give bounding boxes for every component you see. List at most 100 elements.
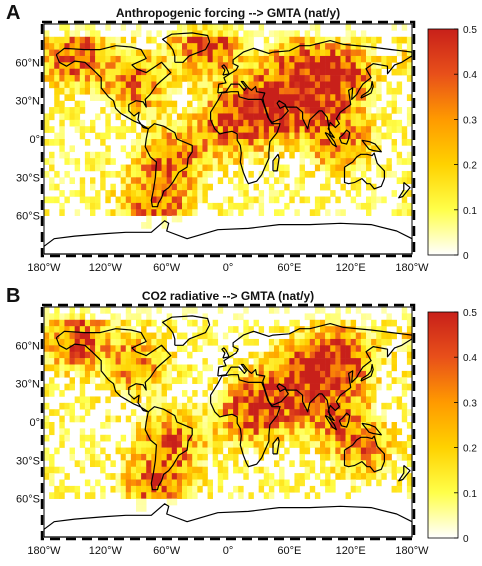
heatmap-cell — [396, 428, 403, 436]
heatmap-cell — [294, 107, 300, 114]
heatmap-cell — [217, 447, 224, 455]
heatmap-cell — [309, 132, 316, 140]
heatmap-cell — [74, 87, 81, 95]
heatmap-cell — [64, 485, 70, 493]
heatmap-cell — [406, 345, 413, 353]
heatmap-cell — [207, 132, 213, 140]
heatmap-cell — [192, 113, 198, 121]
heatmap-cell — [166, 81, 173, 89]
heatmap-cell — [396, 158, 403, 165]
heatmap-cell — [320, 126, 326, 133]
heatmap-cell — [217, 479, 224, 487]
heatmap-cell — [396, 466, 403, 474]
heatmap-cell — [125, 177, 132, 185]
heatmap-cell — [222, 428, 229, 436]
heatmap-cell — [202, 100, 208, 108]
heatmap-cell — [115, 383, 121, 391]
heatmap-cell — [176, 177, 183, 185]
heatmap-cell — [294, 190, 300, 197]
heatmap-cell — [335, 377, 341, 384]
heatmap-cell — [115, 113, 121, 121]
heatmap-cell — [304, 68, 311, 76]
heatmap-cell — [279, 107, 285, 114]
heatmap-cell — [49, 107, 55, 114]
heatmap-cell — [141, 505, 147, 512]
heatmap-cell — [182, 332, 188, 340]
heatmap-cell — [151, 409, 157, 416]
heatmap-cell — [69, 68, 75, 76]
heatmap-cell — [161, 466, 167, 474]
heatmap-cell — [248, 422, 254, 429]
heatmap-cell — [59, 81, 65, 89]
heatmap-cell — [120, 402, 127, 410]
heatmap-cell — [90, 202, 96, 210]
heatmap-cell — [258, 30, 265, 38]
heatmap-cell — [141, 222, 147, 229]
heatmap-cell — [340, 345, 346, 353]
heatmap-cell — [304, 466, 311, 474]
heatmap-cell — [64, 49, 70, 57]
heatmap-cell — [222, 55, 229, 63]
heatmap-cell — [222, 466, 229, 474]
heatmap-cell — [253, 113, 259, 121]
heatmap-cell — [233, 68, 239, 76]
heatmap-cell — [360, 313, 367, 321]
heatmap-cell — [156, 307, 162, 314]
heatmap-cell — [212, 55, 219, 63]
x-tick-label: 60°W — [153, 262, 181, 274]
heatmap-cell — [360, 364, 367, 372]
heatmap-cell — [340, 358, 346, 365]
heatmap-cell — [371, 396, 377, 404]
heatmap-cell — [263, 422, 270, 429]
heatmap-cell — [100, 151, 106, 159]
heatmap-cell — [125, 94, 132, 101]
heatmap-cell — [202, 332, 208, 340]
heatmap-cell — [146, 209, 152, 216]
heatmap-cells — [44, 307, 413, 512]
heatmap-cell — [151, 319, 157, 327]
heatmap-cell — [95, 190, 101, 197]
heatmap-cell — [49, 377, 55, 384]
heatmap-cell — [396, 447, 403, 455]
heatmap-cell — [406, 383, 413, 391]
heatmap-cell — [141, 126, 147, 133]
heatmap-cell — [217, 402, 224, 410]
heatmap-cell — [238, 87, 244, 95]
heatmap-cell — [69, 485, 75, 493]
heatmap-cell — [95, 49, 101, 57]
heatmap-cell — [100, 358, 106, 365]
heatmap-cell — [146, 55, 152, 63]
heatmap-cell — [156, 164, 162, 172]
heatmap-cell — [274, 422, 280, 429]
heatmap-cell — [345, 81, 351, 89]
heatmap-cell — [355, 396, 362, 404]
heatmap-cell — [166, 473, 173, 480]
heatmap-cell — [84, 434, 91, 442]
heatmap-cell — [64, 94, 70, 101]
heatmap-cell — [156, 326, 162, 333]
heatmap-cell — [371, 49, 377, 57]
heatmap-cell — [299, 196, 305, 204]
colorbar-tick-label: 0.4 — [463, 353, 477, 364]
heatmap-cell — [192, 209, 198, 216]
heatmap-cell — [115, 441, 121, 448]
heatmap-cell — [156, 81, 162, 89]
heatmap-cell — [320, 447, 326, 455]
heatmap-cell — [79, 43, 86, 50]
heatmap-cell — [325, 49, 331, 57]
heatmap-cell — [44, 351, 50, 359]
heatmap-cell — [320, 139, 326, 146]
heatmap-cell — [371, 402, 377, 410]
heatmap-cell — [156, 107, 162, 114]
heatmap-cell — [279, 94, 285, 101]
heatmap-cell — [217, 119, 224, 127]
heatmap-cell — [314, 139, 321, 146]
heatmap-cell — [166, 441, 173, 448]
heatmap-cell — [355, 428, 362, 436]
heatmap-cell — [146, 351, 152, 359]
heatmap-cell — [120, 319, 127, 327]
heatmap-cell — [100, 177, 106, 185]
heatmap-cell — [243, 383, 249, 391]
heatmap-cell — [44, 447, 50, 455]
heatmap-cell — [212, 447, 219, 455]
